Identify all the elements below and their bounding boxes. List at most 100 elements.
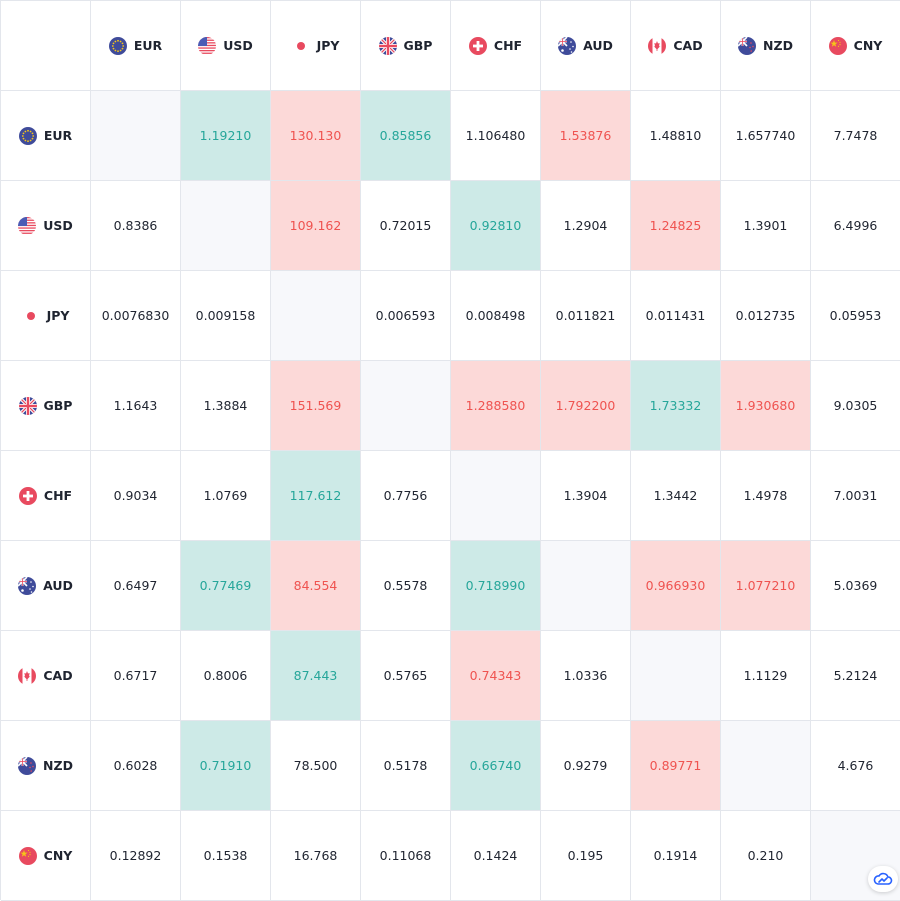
row-header-jpy[interactable]: JPY — [1, 271, 91, 361]
rate-cell-jpy-gbp[interactable]: 0.006593 — [361, 271, 451, 361]
rate-cell-eur-cny[interactable]: 7.7478 — [811, 91, 900, 181]
rate-cell-eur-gbp[interactable]: 0.85856 — [361, 91, 451, 181]
rate-cell-gbp-nzd[interactable]: 1.930680 — [721, 361, 811, 451]
rate-cell-usd-aud[interactable]: 1.2904 — [541, 181, 631, 271]
rate-cell-gbp-chf[interactable]: 1.288580 — [451, 361, 541, 451]
new-zealand-flag-icon — [18, 756, 37, 775]
rate-cell-aud-eur[interactable]: 0.6497 — [91, 541, 181, 631]
rate-cell-aud-cad[interactable]: 0.966930 — [631, 541, 721, 631]
rate-cell-nzd-cad[interactable]: 0.89771 — [631, 721, 721, 811]
rate-cell-gbp-eur[interactable]: 1.1643 — [91, 361, 181, 451]
rate-cell-chf-eur[interactable]: 0.9034 — [91, 451, 181, 541]
rate-cell-nzd-gbp[interactable]: 0.5178 — [361, 721, 451, 811]
column-header-jpy[interactable]: JPY — [271, 1, 361, 91]
row-header-aud[interactable]: AUD — [1, 541, 91, 631]
rate-cell-cny-jpy[interactable]: 16.768 — [271, 811, 361, 901]
canada-flag-icon — [18, 666, 37, 685]
rate-cell-cny-nzd[interactable]: 0.210 — [721, 811, 811, 901]
rate-cell-usd-cny[interactable]: 6.4996 — [811, 181, 900, 271]
rate-cell-aud-usd[interactable]: 0.77469 — [181, 541, 271, 631]
rate-cell-jpy-cny[interactable]: 0.05953 — [811, 271, 900, 361]
rate-cell-cad-nzd[interactable]: 1.1129 — [721, 631, 811, 721]
rate-cell-jpy-nzd[interactable]: 0.012735 — [721, 271, 811, 361]
rate-cell-chf-gbp[interactable]: 0.7756 — [361, 451, 451, 541]
rate-cell-usd-chf[interactable]: 0.92810 — [451, 181, 541, 271]
rate-cell-cny-eur[interactable]: 0.12892 — [91, 811, 181, 901]
row-header-chf[interactable]: CHF — [1, 451, 91, 541]
rate-cell-gbp-usd[interactable]: 1.3884 — [181, 361, 271, 451]
rate-cell-usd-jpy[interactable]: 109.162 — [271, 181, 361, 271]
rate-cell-chf-jpy[interactable]: 117.612 — [271, 451, 361, 541]
rate-cell-cad-jpy[interactable]: 87.443 — [271, 631, 361, 721]
rate-cell-nzd-aud[interactable]: 0.9279 — [541, 721, 631, 811]
rate-cell-jpy-eur[interactable]: 0.0076830 — [91, 271, 181, 361]
currency-code: GBP — [43, 398, 73, 413]
tradingview-cloud-icon[interactable] — [868, 866, 898, 892]
rate-cell-cad-eur[interactable]: 0.6717 — [91, 631, 181, 721]
rate-cell-eur-nzd[interactable]: 1.657740 — [721, 91, 811, 181]
rate-cell-eur-jpy[interactable]: 130.130 — [271, 91, 361, 181]
rate-cell-gbp-cny[interactable]: 9.0305 — [811, 361, 900, 451]
rate-cell-aud-nzd[interactable]: 1.077210 — [721, 541, 811, 631]
row-header-nzd[interactable]: NZD — [1, 721, 91, 811]
column-header-nzd[interactable]: NZD — [721, 1, 811, 91]
column-header-cad[interactable]: CAD — [631, 1, 721, 91]
column-header-chf[interactable]: CHF — [451, 1, 541, 91]
rate-cell-cad-aud[interactable]: 1.0336 — [541, 631, 631, 721]
rate-cell-aud-aud — [541, 541, 631, 631]
rate-cell-eur-aud[interactable]: 1.53876 — [541, 91, 631, 181]
rate-cell-nzd-eur[interactable]: 0.6028 — [91, 721, 181, 811]
rate-cell-eur-chf[interactable]: 1.106480 — [451, 91, 541, 181]
column-header-usd[interactable]: USD — [181, 1, 271, 91]
rate-cell-gbp-aud[interactable]: 1.792200 — [541, 361, 631, 451]
rate-cell-aud-gbp[interactable]: 0.5578 — [361, 541, 451, 631]
rate-cell-nzd-cny[interactable]: 4.676 — [811, 721, 900, 811]
rate-cell-cad-gbp[interactable]: 0.5765 — [361, 631, 451, 721]
rate-cell-chf-usd[interactable]: 1.0769 — [181, 451, 271, 541]
rate-cell-jpy-usd[interactable]: 0.009158 — [181, 271, 271, 361]
rate-cell-nzd-jpy[interactable]: 78.500 — [271, 721, 361, 811]
rate-cell-cny-usd[interactable]: 0.1538 — [181, 811, 271, 901]
rate-cell-chf-nzd[interactable]: 1.4978 — [721, 451, 811, 541]
row-header-cad[interactable]: CAD — [1, 631, 91, 721]
china-flag-icon — [18, 846, 37, 865]
rate-cell-usd-gbp[interactable]: 0.72015 — [361, 181, 451, 271]
rate-cell-eur-usd[interactable]: 1.19210 — [181, 91, 271, 181]
rate-cell-cad-usd[interactable]: 0.8006 — [181, 631, 271, 721]
rate-cell-nzd-usd[interactable]: 0.71910 — [181, 721, 271, 811]
row-header-gbp[interactable]: GBP — [1, 361, 91, 451]
rate-cell-gbp-cad[interactable]: 1.73332 — [631, 361, 721, 451]
rate-cell-usd-cad[interactable]: 1.24825 — [631, 181, 721, 271]
currency-code: AUD — [583, 38, 613, 53]
rate-cell-aud-jpy[interactable]: 84.554 — [271, 541, 361, 631]
rate-cell-eur-cad[interactable]: 1.48810 — [631, 91, 721, 181]
column-header-aud[interactable]: AUD — [541, 1, 631, 91]
row-header-eur[interactable]: EUR — [1, 91, 91, 181]
rate-cell-cny-cad[interactable]: 0.1914 — [631, 811, 721, 901]
rate-cell-cad-chf[interactable]: 0.74343 — [451, 631, 541, 721]
row-header-usd[interactable]: USD — [1, 181, 91, 271]
column-header-gbp[interactable]: GBP — [361, 1, 451, 91]
rate-cell-cad-cad — [631, 631, 721, 721]
rate-cell-chf-cad[interactable]: 1.3442 — [631, 451, 721, 541]
rate-cell-chf-aud[interactable]: 1.3904 — [541, 451, 631, 541]
rate-cell-gbp-jpy[interactable]: 151.569 — [271, 361, 361, 451]
rate-cell-cny-aud[interactable]: 0.195 — [541, 811, 631, 901]
column-header-cny[interactable]: CNY — [811, 1, 900, 91]
rate-cell-usd-nzd[interactable]: 1.3901 — [721, 181, 811, 271]
rate-cell-aud-chf[interactable]: 0.718990 — [451, 541, 541, 631]
rate-cell-cny-gbp[interactable]: 0.11068 — [361, 811, 451, 901]
rate-cell-nzd-chf[interactable]: 0.66740 — [451, 721, 541, 811]
rate-cell-aud-cny[interactable]: 5.0369 — [811, 541, 900, 631]
rate-cell-cny-chf[interactable]: 0.1424 — [451, 811, 541, 901]
row-header-cny[interactable]: CNY — [1, 811, 91, 901]
rate-cell-chf-cny[interactable]: 7.0031 — [811, 451, 900, 541]
rate-cell-jpy-chf[interactable]: 0.008498 — [451, 271, 541, 361]
rate-cell-usd-eur[interactable]: 0.8386 — [91, 181, 181, 271]
rate-cell-jpy-cad[interactable]: 0.011431 — [631, 271, 721, 361]
column-header-eur[interactable]: EUR — [91, 1, 181, 91]
rate-cell-jpy-aud[interactable]: 0.011821 — [541, 271, 631, 361]
currency-code: JPY — [46, 308, 70, 323]
rate-cell-cad-cny[interactable]: 5.2124 — [811, 631, 900, 721]
us-flag-icon — [18, 216, 37, 235]
